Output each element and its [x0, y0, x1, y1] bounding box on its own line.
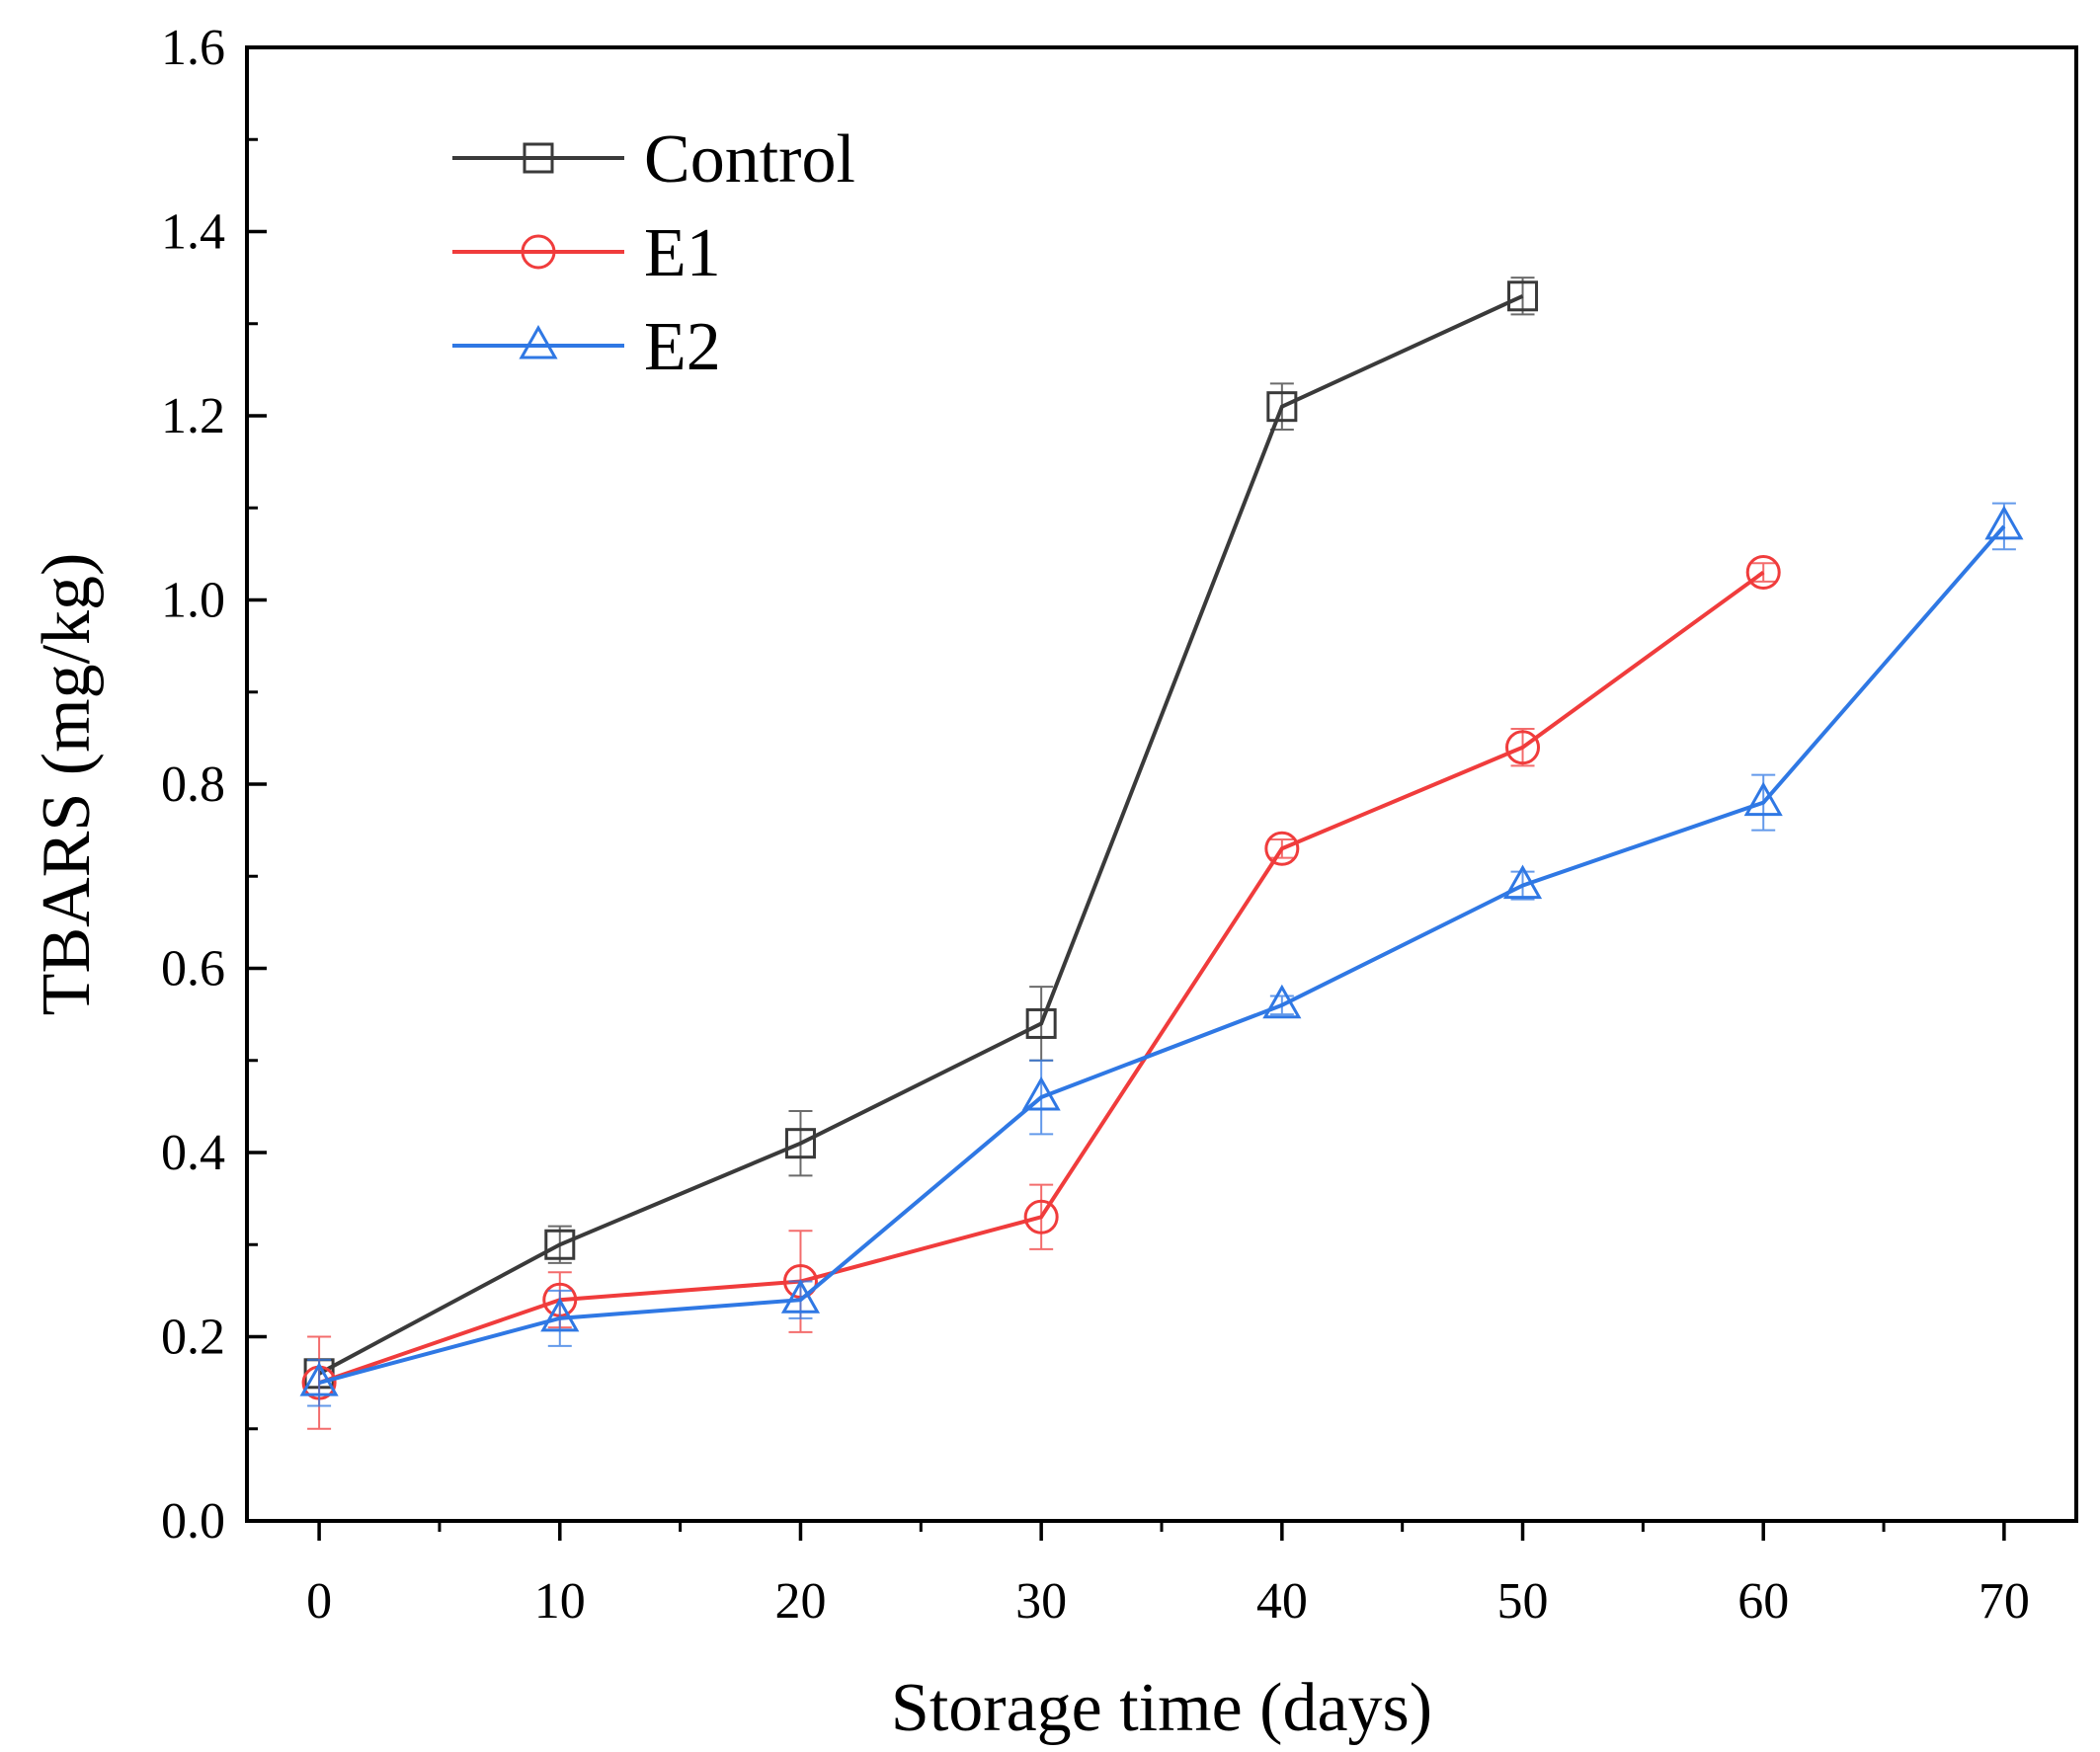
error-bar	[1751, 562, 1776, 583]
x-tick-label: 20	[774, 1573, 826, 1630]
series-line-e2	[318, 524, 2006, 1386]
error-bar	[1029, 1059, 1054, 1136]
legend-marker	[523, 142, 554, 174]
legend-marker	[521, 234, 556, 270]
error-bar	[1269, 995, 1294, 1016]
series-control	[303, 277, 1539, 1390]
legend-item-e2: E2	[452, 309, 721, 385]
y-axis-title: TBARS (mg/kg)	[29, 553, 105, 1016]
series-line-e1	[318, 570, 1765, 1386]
y-tick-label: 1.4	[161, 204, 225, 261]
error-bar	[1269, 382, 1294, 431]
x-tick-label: 30	[1015, 1573, 1067, 1630]
x-tick-label: 70	[1979, 1573, 2030, 1630]
error-bar	[1510, 728, 1535, 767]
data-point-e2	[780, 1279, 821, 1314]
x-tick-label: 40	[1256, 1573, 1308, 1630]
data-point-e2	[1502, 864, 1543, 900]
y-tick-label: 1.2	[161, 388, 225, 444]
x-tick-label: 10	[534, 1573, 586, 1630]
y-tick-label: 1.0	[161, 573, 225, 629]
x-tick-label: 0	[306, 1573, 332, 1630]
data-point-e2	[540, 1297, 580, 1332]
error-bar	[1510, 277, 1535, 316]
data-point-e1	[1505, 730, 1541, 765]
legend-label: E1	[644, 215, 721, 291]
series-e2	[299, 502, 2024, 1407]
y-tick-label: 0.2	[161, 1310, 225, 1366]
data-point-e1	[1745, 555, 1781, 591]
data-point-e2	[299, 1362, 339, 1396]
x-axis-title: Storage time (days)	[891, 1670, 1432, 1746]
series-layer	[299, 277, 2024, 1430]
legend-label: Control	[644, 121, 855, 198]
y-tick-label: 0.4	[161, 1125, 225, 1181]
y-tick-label: 1.6	[161, 20, 225, 76]
data-point-e2	[1262, 984, 1302, 1019]
data-point-e2	[1984, 505, 2024, 540]
data-point-e1	[1023, 1199, 1059, 1234]
data-point-e1	[1264, 831, 1300, 866]
error-bar	[1029, 1183, 1054, 1250]
y-tick-label: 0.8	[161, 757, 225, 813]
data-point-control	[544, 1229, 576, 1260]
error-bar	[547, 1225, 572, 1264]
error-bar	[1510, 870, 1535, 901]
series-line-control	[318, 293, 1524, 1376]
legend-marker	[519, 324, 558, 359]
legend: Control E1 E2	[452, 121, 855, 385]
data-point-control	[1266, 391, 1298, 423]
error-bar	[1269, 837, 1294, 859]
legend-label: E2	[644, 309, 721, 385]
y-tick-label: 0.6	[161, 941, 225, 997]
plot-frame	[245, 45, 2078, 1523]
error-bar	[788, 1110, 813, 1177]
data-point-control	[1507, 280, 1539, 312]
x-tick-label: 60	[1737, 1573, 1789, 1630]
x-tick-label: 50	[1497, 1573, 1549, 1630]
legend-item-control: Control	[452, 121, 855, 198]
y-tick-label: 0.0	[161, 1493, 225, 1550]
data-point-control	[784, 1128, 816, 1159]
data-point-e2	[1021, 1076, 1061, 1111]
data-point-e2	[1743, 781, 1783, 817]
axes-layer: 0.0 0.2 0.4 0.6 0.8 1.0 1.2 1.4 1.6 0 10 20 30 40 50 60…	[161, 20, 2078, 1630]
legend-item-e1: E1	[452, 215, 721, 291]
data-point-control	[1025, 1007, 1057, 1039]
